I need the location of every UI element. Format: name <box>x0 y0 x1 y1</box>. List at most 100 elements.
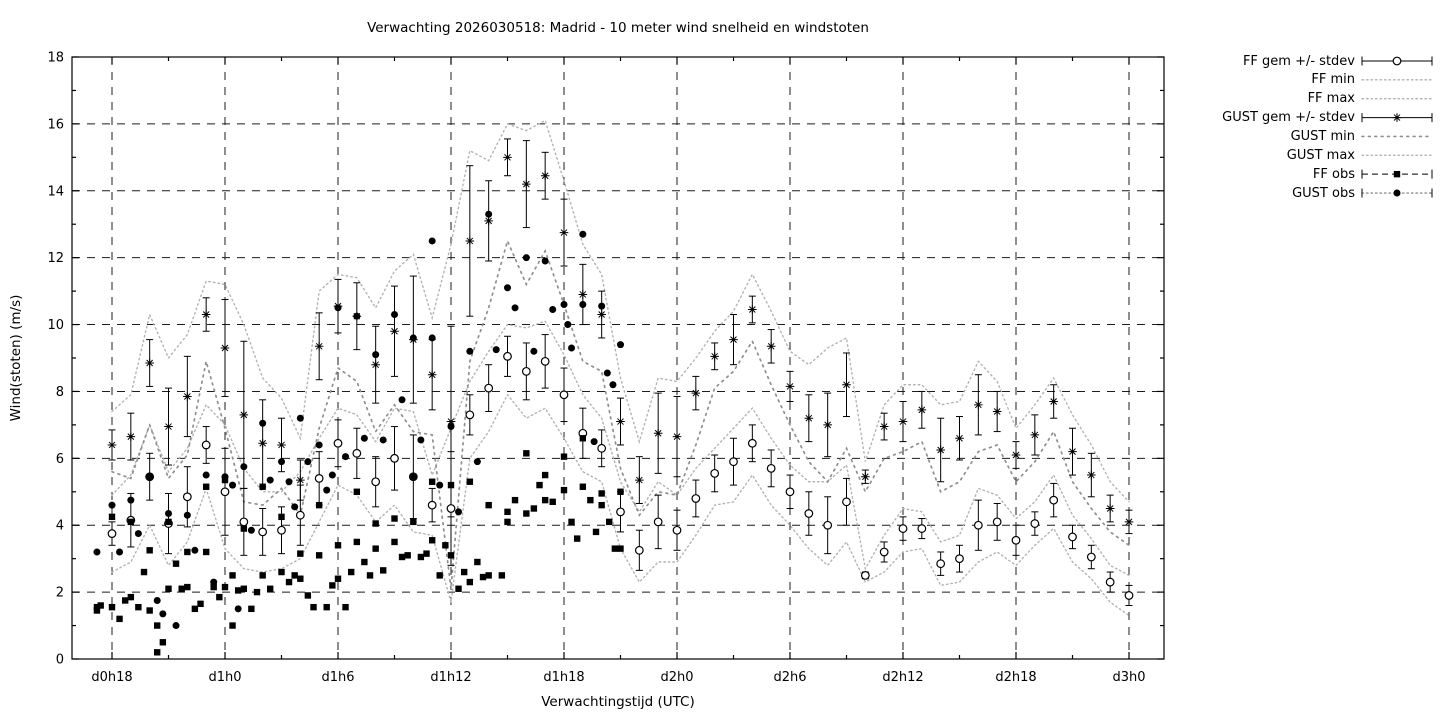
gust-obs-point <box>372 351 380 359</box>
ff-obs-point <box>304 592 312 599</box>
gust-obs-point <box>291 503 299 511</box>
gust-obs-point <box>598 302 606 310</box>
ff-gem-point <box>653 517 663 527</box>
ff-obs-point <box>334 575 342 582</box>
gust-obs-point <box>334 304 342 312</box>
gust-obs-point <box>153 596 161 604</box>
ff-gem-point <box>729 457 738 467</box>
legend-entry-gust-max: GUST max <box>1286 147 1355 163</box>
ff-obs-point <box>598 490 605 497</box>
ff-gem-point <box>1086 552 1096 562</box>
ff-obs-point <box>315 552 323 559</box>
gust-obs-point <box>560 300 568 308</box>
gust-obs-point <box>609 381 617 389</box>
svg-text:d2h0: d2h0 <box>660 670 693 685</box>
ff-gem-point <box>201 440 211 450</box>
gust-gem-point <box>371 360 380 369</box>
ff-obs-point <box>391 515 398 522</box>
gust-min-line <box>111 238 1130 589</box>
ff-gem-point <box>710 468 720 478</box>
legend-entry-ff-max: FF max <box>1307 91 1355 107</box>
gust-obs-point <box>202 471 210 479</box>
ff-obs-point <box>267 585 274 592</box>
svg-text:6: 6 <box>56 452 64 467</box>
gust-gem-point <box>1030 430 1040 440</box>
ff-obs-point <box>579 483 587 490</box>
legend-samples <box>1361 56 1433 198</box>
gust-obs-point <box>590 438 598 446</box>
gust-gem-point <box>465 236 475 246</box>
svg-text:d1h18: d1h18 <box>543 670 584 685</box>
ff-obs-point <box>184 583 191 591</box>
ff-gem-point <box>1011 535 1021 545</box>
gust-gem-point <box>145 358 154 368</box>
ff-gem-point <box>333 438 343 448</box>
gust-obs-point <box>93 548 101 556</box>
ff-obs-point <box>504 518 511 526</box>
ff-gem-point <box>540 356 550 366</box>
ff-obs-point <box>466 578 474 586</box>
ff-gem-point <box>446 504 456 513</box>
gust-obs-point <box>278 458 285 466</box>
gust-gem-point <box>522 179 531 189</box>
ff-obs-point <box>240 585 248 592</box>
ff-obs-point <box>159 639 167 646</box>
gust-obs-point <box>1393 189 1401 197</box>
gust-obs-point <box>221 473 229 481</box>
ff-gem-point <box>823 520 833 530</box>
ff-gem-point <box>1392 56 1402 66</box>
gust-obs-point <box>379 436 387 444</box>
ff-gem-point <box>747 438 757 448</box>
gust-obs-point <box>342 453 350 461</box>
gust-obs-point <box>328 471 336 479</box>
ff-obs-point <box>210 583 217 591</box>
svg-text:d3h0: d3h0 <box>1112 670 1145 685</box>
gust-obs-point <box>409 334 417 342</box>
ff-obs-point <box>372 545 379 552</box>
svg-text:4: 4 <box>56 519 64 534</box>
svg-text:10: 10 <box>47 318 64 333</box>
gust-obs-point <box>116 548 124 556</box>
ff-gem-point <box>1049 495 1059 505</box>
gust-gem-point <box>1049 397 1058 406</box>
ff-gem-point <box>258 527 268 537</box>
ff-obs-point <box>436 572 443 579</box>
ff-obs-point <box>234 587 242 594</box>
ff-obs-point <box>229 622 236 629</box>
gust-obs-point <box>234 605 242 613</box>
ff-gem-point <box>785 487 795 497</box>
gust-gem-point <box>164 422 173 431</box>
svg-text:2: 2 <box>56 586 64 601</box>
grid <box>72 57 1164 659</box>
ff-obs-point <box>573 535 581 542</box>
ff-obs-point <box>587 496 594 504</box>
legend-entry-ff-min: FF min <box>1311 72 1355 88</box>
gust-gem-point <box>804 413 814 423</box>
gust-gem-point <box>710 352 719 361</box>
gust-obs-point <box>266 476 274 484</box>
ff-obs-point <box>530 505 538 512</box>
ff-obs-point <box>93 607 101 614</box>
ff-obs-point <box>297 550 304 557</box>
ff-gem-point <box>879 547 889 557</box>
gust-obs-point <box>485 210 493 218</box>
ff-gem-point <box>521 366 531 376</box>
ff-gem-point <box>842 497 851 507</box>
gust-gem-point <box>258 438 267 448</box>
gust-gem-point <box>861 472 870 482</box>
gust-gem-point <box>823 420 832 430</box>
ff-gem-point <box>616 507 625 517</box>
gust-obs-point <box>353 312 361 320</box>
ff-obs-point <box>216 593 223 601</box>
ff-obs-point <box>285 578 293 586</box>
ff-gem-point <box>973 520 983 530</box>
gust-gem-point <box>879 422 889 431</box>
gust-gem-point <box>314 341 324 351</box>
ff-obs-point <box>366 572 374 579</box>
gust-gem-point <box>107 440 117 450</box>
ff-obs-point <box>498 572 506 579</box>
ff-obs-point <box>447 552 455 559</box>
ff-obs-point <box>127 593 135 601</box>
